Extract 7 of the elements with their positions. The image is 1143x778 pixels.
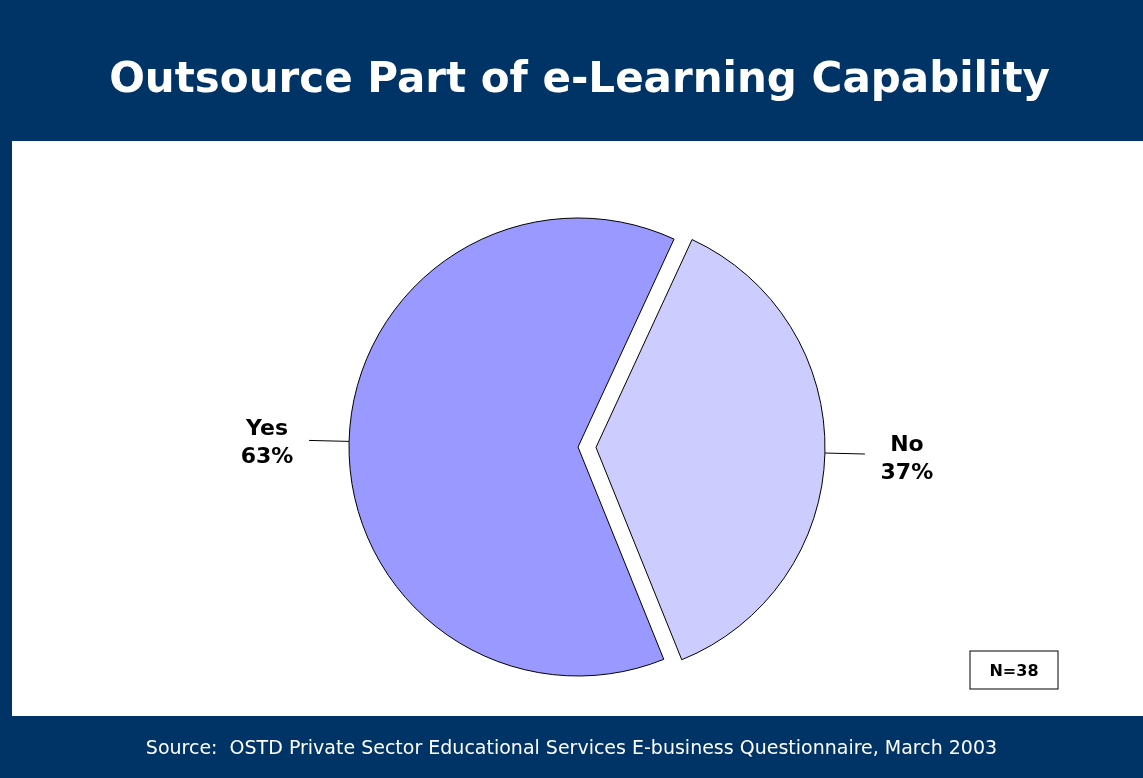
data-label: 63% [240,443,294,469]
chart-title: Outsource Part of e-Learning Capability [109,53,1050,102]
text: N=38 [989,661,1039,680]
source-note: Source: OSTD Private Sector Educational Services E-business Questionnaire, March 2003 [145,736,998,758]
slice-label: Yes [245,415,289,441]
slice-label: No [890,431,924,457]
data-label: 37% [880,459,934,485]
